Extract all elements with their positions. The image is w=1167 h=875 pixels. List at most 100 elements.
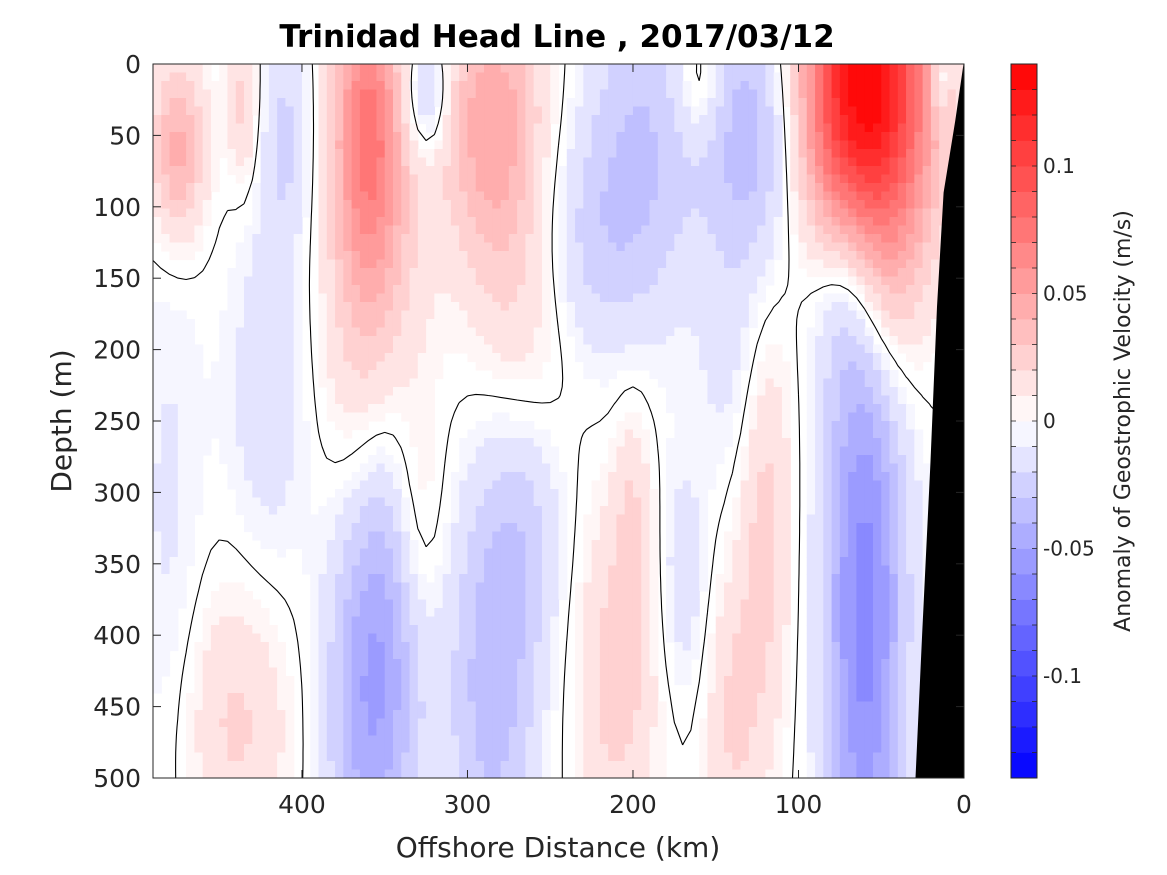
heatmap-cell	[914, 344, 924, 354]
heatmap-cell	[641, 514, 651, 524]
heatmap-cell	[798, 191, 808, 201]
heatmap-cell	[343, 370, 353, 380]
heatmap-cell	[930, 89, 940, 99]
heatmap-cell	[757, 64, 766, 74]
heatmap-cell	[227, 463, 237, 473]
heatmap-cell	[459, 217, 469, 227]
heatmap-cell	[575, 310, 584, 320]
heatmap-cell	[260, 259, 270, 269]
heatmap-cell	[773, 98, 783, 108]
heatmap-cell	[823, 378, 833, 388]
heatmap-cell	[335, 132, 344, 142]
heatmap-cell	[177, 523, 187, 533]
heatmap-cell	[533, 361, 543, 371]
heatmap-cell	[252, 531, 262, 541]
heatmap-cell	[939, 157, 949, 167]
heatmap-cell	[616, 531, 626, 541]
heatmap-cell	[666, 251, 675, 261]
heatmap-cell	[583, 582, 593, 592]
heatmap-cell	[872, 463, 882, 473]
heatmap-cell	[724, 412, 733, 422]
heatmap-cell	[699, 217, 709, 227]
heatmap-cell	[467, 489, 477, 499]
heatmap-cell	[872, 200, 882, 210]
heatmap-cell	[889, 217, 899, 227]
heatmap-cell	[235, 259, 245, 269]
heatmap-cell	[508, 540, 518, 550]
heatmap-cell	[575, 115, 584, 125]
heatmap-cell	[699, 582, 709, 592]
heatmap-cell	[359, 378, 369, 388]
heatmap-cell	[194, 472, 204, 482]
heatmap-cell	[682, 208, 692, 218]
heatmap-cell	[517, 200, 526, 210]
heatmap-cell	[690, 310, 700, 320]
heatmap-cell	[508, 353, 518, 363]
heatmap-cell	[699, 191, 709, 201]
heatmap-cell	[839, 310, 849, 320]
heatmap-cell	[541, 506, 551, 516]
heatmap-cell	[244, 123, 253, 133]
heatmap-cell	[881, 531, 891, 541]
heatmap-cell	[591, 531, 601, 541]
heatmap-cell	[616, 89, 626, 99]
heatmap-cell	[558, 225, 568, 235]
heatmap-cell	[475, 310, 485, 320]
heatmap-cell	[724, 174, 733, 184]
heatmap-cell	[740, 506, 750, 516]
heatmap-cell	[177, 242, 187, 252]
heatmap-cell	[442, 98, 452, 108]
heatmap-cell	[839, 378, 849, 388]
heatmap-cell	[475, 548, 485, 558]
heatmap-cell	[252, 64, 262, 74]
heatmap-cell	[872, 480, 882, 490]
heatmap-cell	[541, 98, 551, 108]
heatmap-cell	[616, 276, 626, 286]
heatmap-cell	[484, 506, 493, 516]
heatmap-cell	[459, 548, 469, 558]
heatmap-cell	[889, 310, 899, 320]
heatmap-cell	[227, 387, 237, 397]
heatmap-cell	[351, 81, 361, 91]
heatmap-cell	[707, 302, 717, 312]
heatmap-cell	[467, 183, 477, 193]
heatmap-cell	[351, 132, 361, 142]
heatmap-cell	[715, 149, 725, 159]
heatmap-cell	[889, 327, 899, 337]
heatmap-cell	[897, 463, 907, 473]
heatmap-cell	[831, 72, 841, 82]
heatmap-cell	[277, 208, 287, 218]
heatmap-cell	[351, 123, 361, 133]
heatmap-cell	[823, 259, 833, 269]
heatmap-cell	[376, 166, 386, 176]
heatmap-cell	[889, 319, 899, 329]
heatmap-cell	[343, 132, 353, 142]
heatmap-cell	[450, 293, 460, 303]
heatmap-cell	[235, 599, 245, 609]
heatmap-cell	[335, 183, 344, 193]
heatmap-cell	[252, 387, 262, 397]
heatmap-cell	[227, 378, 237, 388]
heatmap-cell	[475, 200, 485, 210]
heatmap-cell	[335, 421, 344, 431]
heatmap-cell	[616, 523, 626, 533]
heatmap-cell	[831, 115, 841, 125]
heatmap-cell	[194, 421, 204, 431]
heatmap-cell	[525, 599, 535, 609]
heatmap-cell	[657, 191, 667, 201]
heatmap-cell	[740, 208, 750, 218]
heatmap-cell	[194, 480, 204, 490]
heatmap-cell	[459, 480, 469, 490]
heatmap-cell	[715, 421, 725, 431]
heatmap-cell	[426, 98, 435, 108]
heatmap-cell	[335, 276, 344, 286]
heatmap-cell	[376, 200, 386, 210]
heatmap-cell	[682, 514, 692, 524]
heatmap-cell	[848, 191, 858, 201]
heatmap-cell	[459, 132, 469, 142]
heatmap-cell	[475, 259, 485, 269]
heatmap-cell	[608, 174, 618, 184]
heatmap-cell	[401, 557, 411, 567]
heatmap-cell	[724, 574, 733, 584]
heatmap-cell	[682, 293, 692, 303]
